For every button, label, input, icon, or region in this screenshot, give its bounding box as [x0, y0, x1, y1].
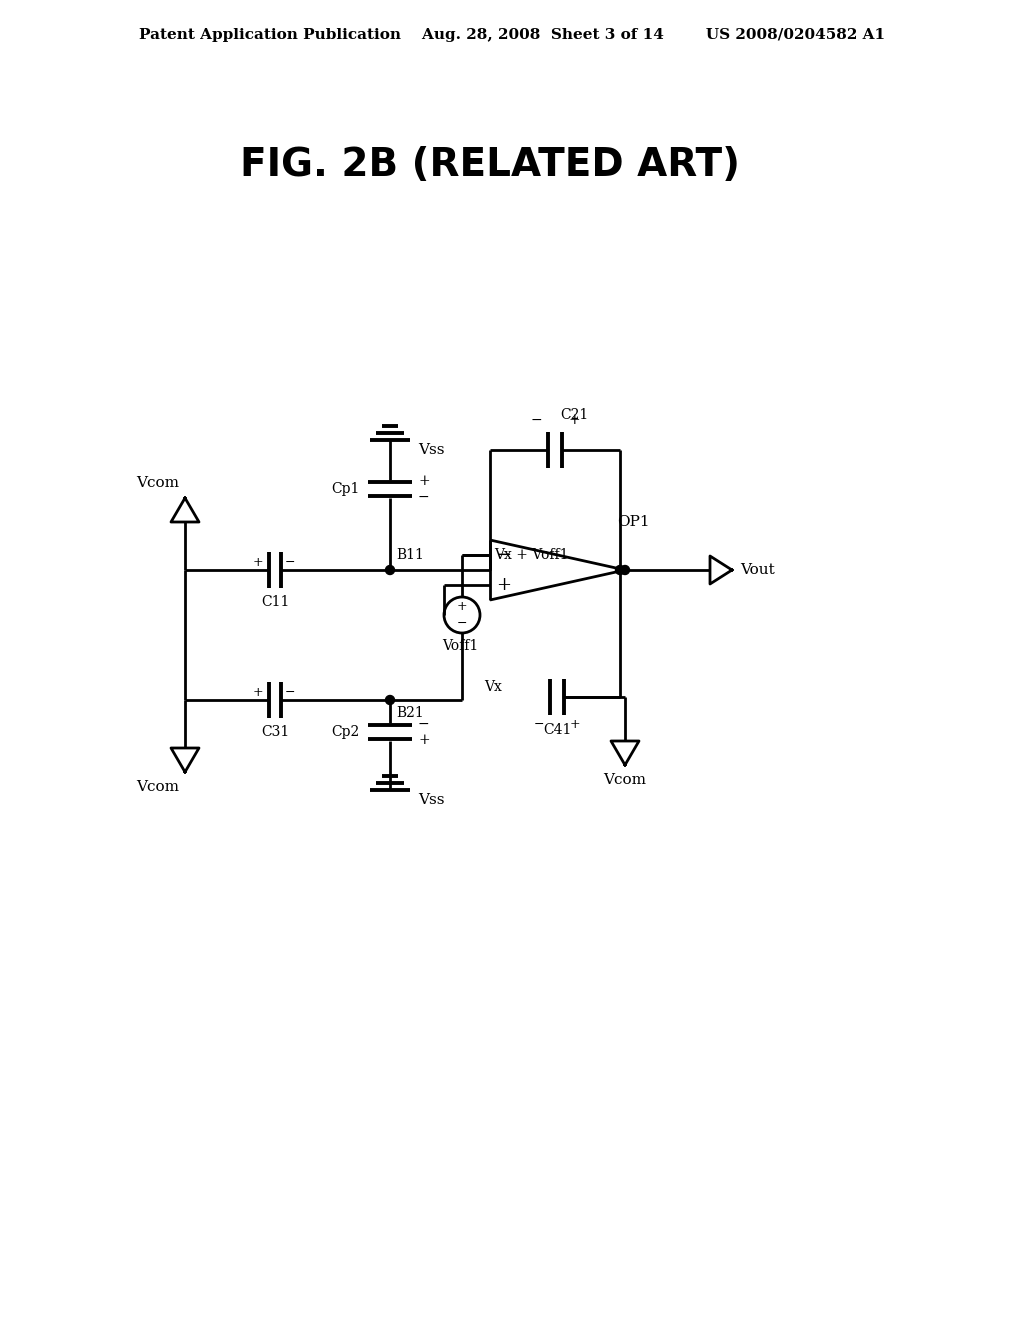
- Text: +: +: [253, 556, 263, 569]
- Text: +: +: [569, 718, 581, 731]
- Text: +: +: [418, 474, 430, 488]
- Text: +: +: [457, 601, 467, 614]
- Text: −: −: [418, 717, 430, 731]
- Text: −: −: [285, 685, 295, 698]
- Text: Vcom: Vcom: [136, 477, 179, 490]
- Text: −: −: [530, 413, 542, 426]
- Text: C11: C11: [261, 595, 289, 609]
- Text: C41: C41: [543, 723, 571, 737]
- Text: −: −: [534, 718, 544, 731]
- Text: C21: C21: [560, 408, 588, 422]
- Text: +: +: [568, 413, 580, 426]
- Text: −: −: [457, 616, 467, 630]
- Text: FIG. 2B (RELATED ART): FIG. 2B (RELATED ART): [240, 147, 740, 183]
- Circle shape: [385, 565, 394, 574]
- Text: B11: B11: [396, 548, 424, 562]
- Text: +: +: [253, 685, 263, 698]
- Text: Cp1: Cp1: [332, 482, 360, 496]
- Circle shape: [621, 565, 630, 574]
- Text: Vcom: Vcom: [603, 774, 646, 787]
- Text: Vcom: Vcom: [136, 780, 179, 795]
- Text: B21: B21: [396, 706, 424, 719]
- Circle shape: [615, 565, 625, 574]
- Text: Patent Application Publication    Aug. 28, 2008  Sheet 3 of 14        US 2008/02: Patent Application Publication Aug. 28, …: [139, 28, 885, 42]
- Text: Voff1: Voff1: [442, 639, 478, 653]
- Text: Vout: Vout: [740, 564, 775, 577]
- Text: −: −: [418, 490, 430, 504]
- Text: Vss: Vss: [418, 793, 444, 807]
- Text: Vx: Vx: [484, 680, 502, 694]
- Circle shape: [385, 696, 394, 705]
- Text: −: −: [497, 546, 512, 564]
- Text: Cp2: Cp2: [332, 725, 360, 739]
- Text: +: +: [497, 576, 512, 594]
- Text: Vss: Vss: [418, 444, 444, 457]
- Text: OP1: OP1: [617, 515, 649, 529]
- Text: C31: C31: [261, 725, 289, 739]
- Text: −: −: [285, 556, 295, 569]
- Text: +: +: [418, 733, 430, 747]
- Text: Vx + Voff1: Vx + Voff1: [494, 548, 568, 562]
